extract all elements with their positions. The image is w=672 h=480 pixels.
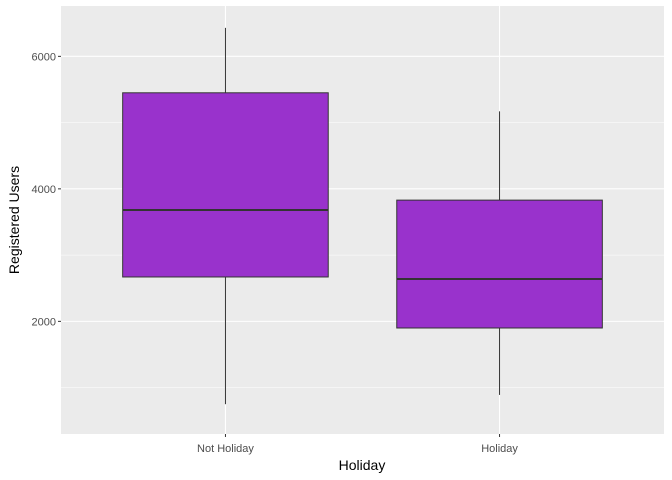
tick-marks xyxy=(58,55,501,437)
y-axis-title: Registered Users xyxy=(6,166,22,274)
box-holiday xyxy=(396,111,603,395)
x-axis-title: Holiday xyxy=(339,457,386,473)
box-iqr xyxy=(122,92,329,278)
x-tick-label: Holiday xyxy=(481,443,518,455)
y-tick-label: 6000 xyxy=(32,51,56,63)
y-tick-label: 2000 xyxy=(32,316,56,328)
box-not-holiday xyxy=(122,27,329,405)
tick-labels: 2000 4000 6000 Not Holiday Holiday xyxy=(32,51,519,455)
box-marks xyxy=(122,27,603,405)
y-tick-label: 4000 xyxy=(32,184,56,196)
x-tick-label: Not Holiday xyxy=(197,443,254,455)
box-iqr xyxy=(396,199,603,329)
